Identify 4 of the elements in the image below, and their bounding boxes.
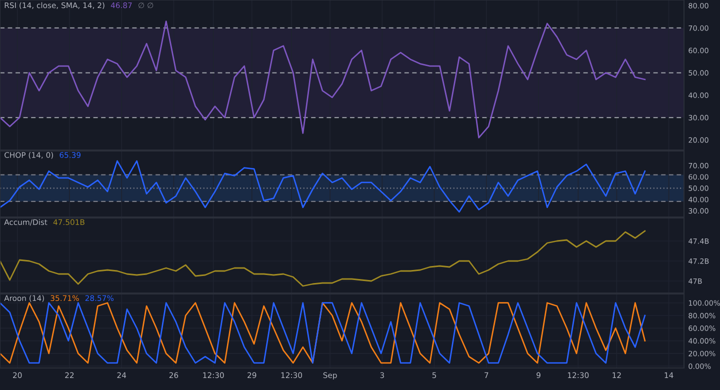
line-series	[0, 302, 646, 364]
line-series	[0, 230, 646, 287]
line-series	[0, 20, 646, 138]
line-series	[0, 160, 646, 213]
